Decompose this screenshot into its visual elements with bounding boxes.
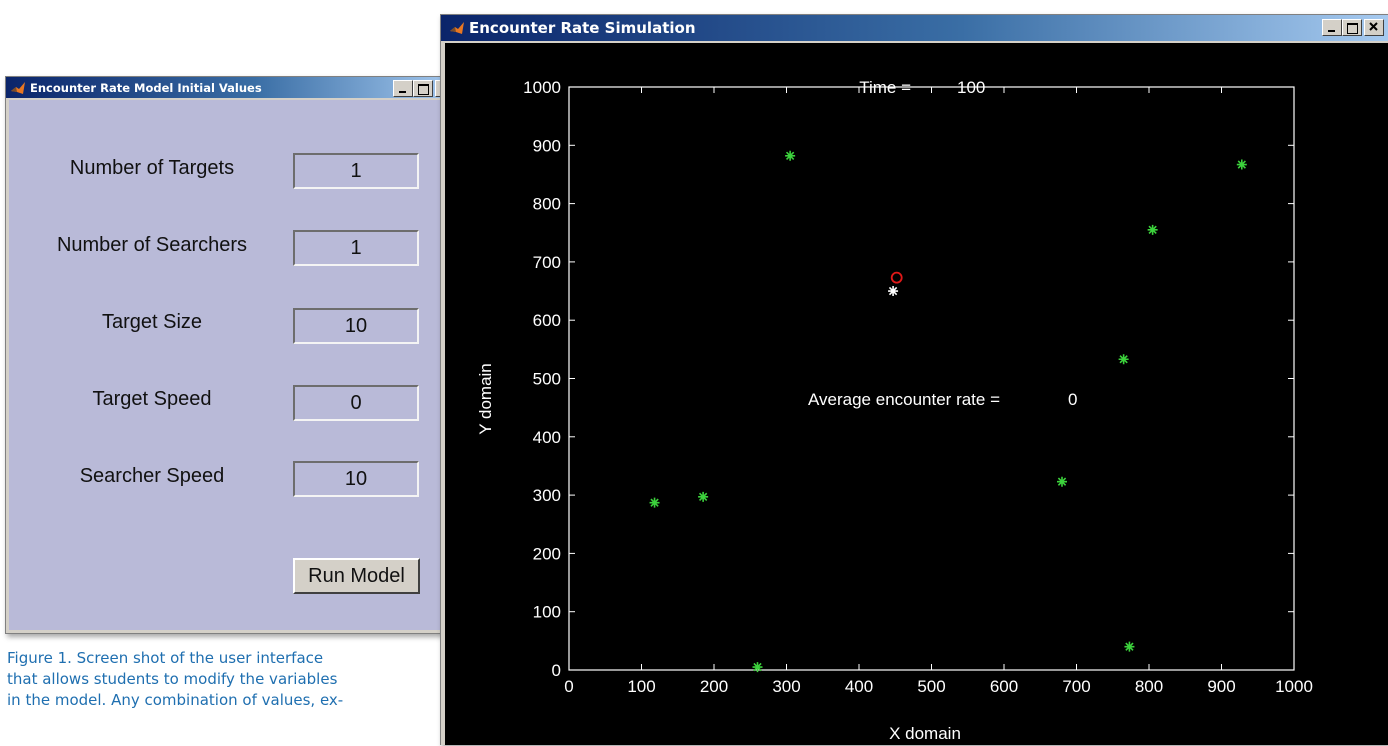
figure-caption: Figure 1. Screen shot of the user interf… [7,648,427,711]
minimize-icon [1328,30,1335,32]
caption-line: that allows students to modify the varia… [7,670,338,688]
maximize-button[interactable] [1342,19,1362,36]
scatter-plot: 0 100 200 300 400 500 600 700 800 900 100001002003… [476,78,1313,743]
y-tick-label: 900 [533,136,561,155]
time-value: 100 [957,78,985,97]
x-tick-label: 800 [1135,677,1163,696]
circle-marker [890,271,903,284]
y-tick-label: 100 [533,603,561,622]
matlab-logo-icon [450,22,464,34]
x-tick-label: 600 [990,677,1018,696]
initial-values-window: Encounter Rate Model Initial Values Numb… [5,76,459,634]
star-marker [752,662,763,673]
maximize-icon [1347,23,1358,34]
x-tick-label: 500 [917,677,945,696]
y-tick-label: 800 [533,195,561,214]
number-of-targets-label: Number of Targets [69,157,235,179]
star-marker [698,491,709,502]
star-marker [649,497,660,508]
y-tick-label: 0 [552,661,561,680]
star-marker [888,286,899,297]
star-marker [1124,641,1135,652]
y-axis-label: Y domain [476,363,495,435]
average-encounter-rate-label: Average encounter rate = [808,390,1000,409]
searcher-speed-input[interactable]: 10 [293,461,419,497]
target-speed-input[interactable]: 0 [293,385,419,421]
simulation-window: Encounter Rate Simulation 0 100 200 300 400 5… [440,14,1388,745]
initial-values-form: Number of Targets 1 Number of Searchers … [9,100,455,630]
searcher-speed-label: Searcher Speed [79,465,225,487]
y-tick-label: 200 [533,544,561,563]
number-of-searchers-input[interactable]: 1 [293,230,419,266]
plot-area: 0 100 200 300 400 500 600 700 800 900 1000 0 100 200 3… [445,43,1388,745]
minimize-button[interactable] [393,80,413,97]
simulation-titlebar[interactable]: Encounter Rate Simulation [441,15,1388,41]
target-size-input[interactable]: 10 [293,308,419,344]
x-tick-label: 900 [1207,677,1235,696]
minimize-button[interactable] [1322,19,1342,36]
y-tick-label: 500 [533,370,561,389]
target-speed-label: Target Speed [92,388,212,410]
initial-values-titlebar[interactable]: Encounter Rate Model Initial Values [6,77,458,98]
x-tick-label: 400 [845,677,873,696]
x-tick-label: 300 [772,677,800,696]
time-label: Time = [859,78,911,97]
run-model-button[interactable]: Run Model [293,558,420,594]
number-of-searchers-label: Number of Searchers [56,234,248,256]
x-tick-label: 1000 [1275,677,1313,696]
star-marker [1147,224,1158,235]
x-axis-label: X domain [889,724,961,743]
window-title: Encounter Rate Simulation [469,19,696,37]
y-tick-label: 400 [533,428,561,447]
maximize-icon [418,84,429,95]
x-tick-label: 200 [700,677,728,696]
x-tick-label: 100 [627,677,655,696]
number-of-targets-input[interactable]: 1 [293,153,419,189]
y-tick-label: 700 [533,253,561,272]
x-tick-label: 0 [564,677,573,696]
y-tick-label: 300 [533,486,561,505]
close-button[interactable] [1364,19,1384,36]
star-marker [1057,476,1067,487]
target-size-label: Target Size [101,311,203,333]
maximize-button[interactable] [413,80,433,97]
star-marker [785,150,796,161]
axes-box [568,86,1295,671]
y-tick-label: 1000 [523,78,561,97]
caption-line: Figure 1. Screen shot of the user interf… [7,649,324,667]
average-encounter-rate-value: 0 [1068,390,1077,409]
y-tick-label: 600 [533,311,561,330]
minimize-icon [399,91,406,93]
caption-line: in the model. Any combination of values,… [7,691,344,709]
star-marker [1118,354,1129,365]
x-tick-label: 700 [1062,677,1090,696]
matlab-logo-icon [11,81,25,94]
window-title: Encounter Rate Model Initial Values [30,80,262,95]
star-marker [1236,159,1247,170]
close-icon [1369,22,1378,31]
